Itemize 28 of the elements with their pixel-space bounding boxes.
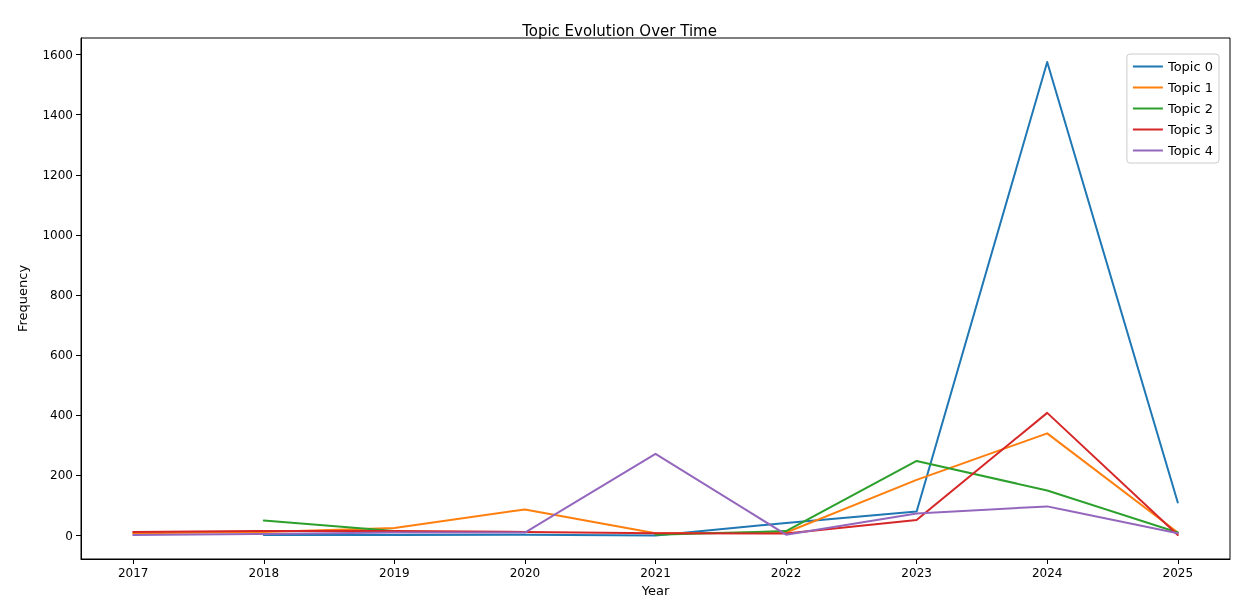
x-tick-label: 2018 — [248, 566, 280, 580]
y-axis-title: Frequency — [15, 264, 30, 333]
x-tick-label: 2023 — [901, 566, 932, 580]
legend-label: Topic 2 — [1166, 101, 1214, 116]
y-tick-label: 1000 — [42, 227, 73, 242]
y-tick-label: 0 — [65, 528, 73, 543]
x-tick-label: 2020 — [509, 566, 541, 580]
chart-title: Topic Evolution Over Time — [521, 21, 717, 40]
y-tick-label: 200 — [50, 468, 73, 483]
x-tick-label: 2019 — [379, 566, 410, 580]
line-series — [132, 452, 1179, 536]
legend-label: Topic 1 — [1166, 80, 1214, 95]
y-tick-label: 1400 — [42, 107, 73, 122]
y-tick-label: 1200 — [42, 167, 73, 182]
y-tick-label: 800 — [50, 288, 73, 303]
y-tick-label: 1600 — [42, 47, 73, 62]
x-tick-label: 2021 — [640, 566, 671, 580]
x-tick-label: 2017 — [117, 566, 149, 580]
x-axis-title: Year — [640, 582, 670, 598]
line-series — [132, 411, 1179, 536]
x-tick-label: 2025 — [1162, 566, 1194, 580]
x-tick-label: 2024 — [1031, 566, 1063, 580]
legend-label: Topic 4 — [1166, 143, 1214, 158]
legend-label: Topic 3 — [1166, 122, 1214, 137]
legend-label: Topic 0 — [1166, 59, 1214, 74]
y-tick-label: 600 — [50, 348, 73, 363]
x-tick-label: 2022 — [770, 566, 802, 580]
y-tick-label: 400 — [50, 408, 73, 423]
